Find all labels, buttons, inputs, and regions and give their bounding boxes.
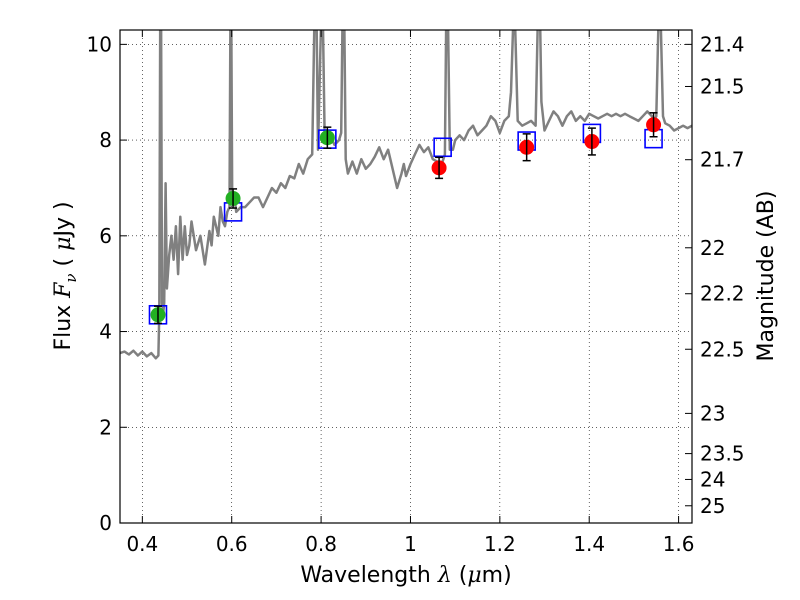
x-tick-label: 1.6 xyxy=(663,532,695,556)
plot-background xyxy=(120,30,692,523)
x-tick-label: 0.8 xyxy=(305,532,337,556)
y-axis-nu: ν xyxy=(62,273,80,282)
x-axis-label-text: Wavelength xyxy=(300,563,438,588)
x-axis-mu: μ xyxy=(467,563,481,588)
y2-tick-label: 24 xyxy=(700,467,725,491)
x-tick-label: 0.6 xyxy=(216,532,248,556)
y2-tick-label: 22.2 xyxy=(700,282,745,306)
x-axis-unit-close: m) xyxy=(482,563,512,588)
y-axis-unit-close: Jy ) xyxy=(51,201,76,238)
y2-tick-label: 22 xyxy=(700,236,725,260)
x-axis-unit-open: ( xyxy=(452,563,468,588)
y-axis-label-text: Flux xyxy=(51,298,76,351)
axis-ticks xyxy=(120,30,692,524)
x-tick-label: 1.4 xyxy=(573,532,605,556)
plot-frame xyxy=(119,29,693,524)
x-tick-label: 1.2 xyxy=(484,532,516,556)
y2-axis-label: Magnitude (AB) xyxy=(754,191,779,362)
y-tick-label: 6 xyxy=(99,224,112,248)
spectrum-layer xyxy=(120,30,692,360)
y-axis-unit-open: ( xyxy=(51,251,76,274)
y2-tick-label: 23 xyxy=(700,401,725,425)
y-axis-mu: μ xyxy=(51,237,76,251)
x-axis-label: Wavelength λ (μm) xyxy=(300,563,511,588)
y2-tick-label: 22.5 xyxy=(700,337,745,361)
y-tick-label: 0 xyxy=(99,511,112,535)
y2-tick-label: 21.7 xyxy=(700,148,745,172)
x-tick-label: 0.4 xyxy=(126,532,158,556)
y-axis-label: Flux Fν ( μJy ) xyxy=(51,201,80,350)
data-markers xyxy=(148,112,663,325)
y-axis-f: F xyxy=(51,282,76,299)
y-tick-label: 2 xyxy=(99,415,112,439)
y-tick-label: 8 xyxy=(99,128,112,152)
y2-tick-label: 21.5 xyxy=(700,74,745,98)
model-square xyxy=(433,137,452,158)
y2-tick-label: 21.4 xyxy=(700,32,745,56)
y2-tick-label: 25 xyxy=(700,494,725,518)
y-tick-label: 10 xyxy=(87,32,112,56)
x-tick-label: 1 xyxy=(404,532,417,556)
y2-tick-label: 23.5 xyxy=(700,442,745,466)
spectrum-line xyxy=(120,30,692,360)
y-tick-label: 4 xyxy=(99,320,112,344)
x-axis-lambda: λ xyxy=(437,563,452,588)
